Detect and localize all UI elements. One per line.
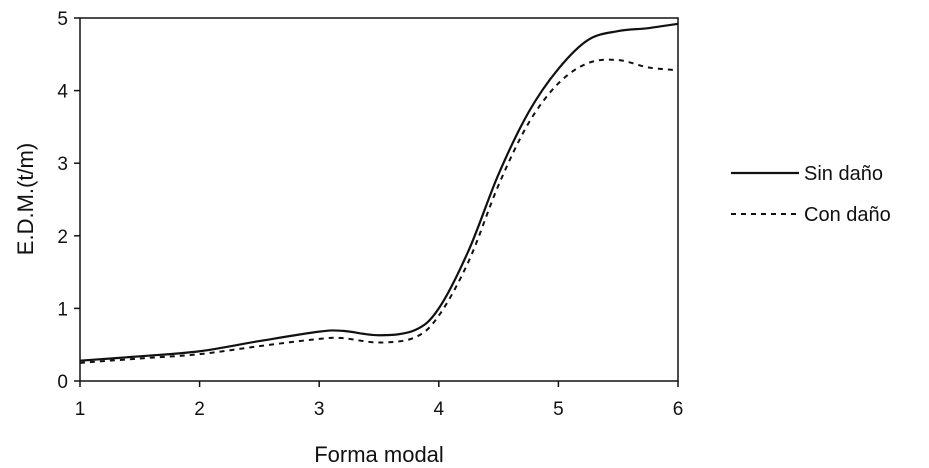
x-tick-label: 6 [673, 399, 684, 420]
legend-label-con-dano: Con daño [804, 204, 891, 226]
legend-label-sin-dano: Sin daño [804, 163, 883, 185]
y-tick-label: 0 [57, 372, 68, 393]
x-tick-label: 3 [314, 399, 325, 420]
x-axis: 1 2 3 4 5 6 [75, 381, 684, 420]
y-axis-label: E.D.M.(t/m) [13, 143, 38, 255]
y-tick-label: 2 [57, 227, 68, 248]
x-tick-label: 2 [194, 399, 205, 420]
y-tick-label: 1 [57, 299, 68, 320]
y-axis: 0 1 2 3 4 5 [57, 9, 80, 393]
x-tick-label: 5 [553, 399, 564, 420]
x-tick-label: 4 [434, 399, 445, 420]
series-layer [79, 22, 679, 364]
y-tick-label: 3 [57, 154, 68, 175]
plot-area [79, 17, 679, 382]
y-tick-label: 5 [57, 9, 68, 30]
x-tick-label: 1 [75, 399, 86, 420]
series-line-sin-dano [79, 22, 679, 362]
y-tick-label: 4 [57, 82, 68, 103]
x-axis-label: Forma modal [314, 442, 444, 467]
plot-frame [79, 17, 679, 382]
legend: Sin daño Con daño [731, 163, 891, 226]
series-line-con-dano [79, 58, 679, 364]
